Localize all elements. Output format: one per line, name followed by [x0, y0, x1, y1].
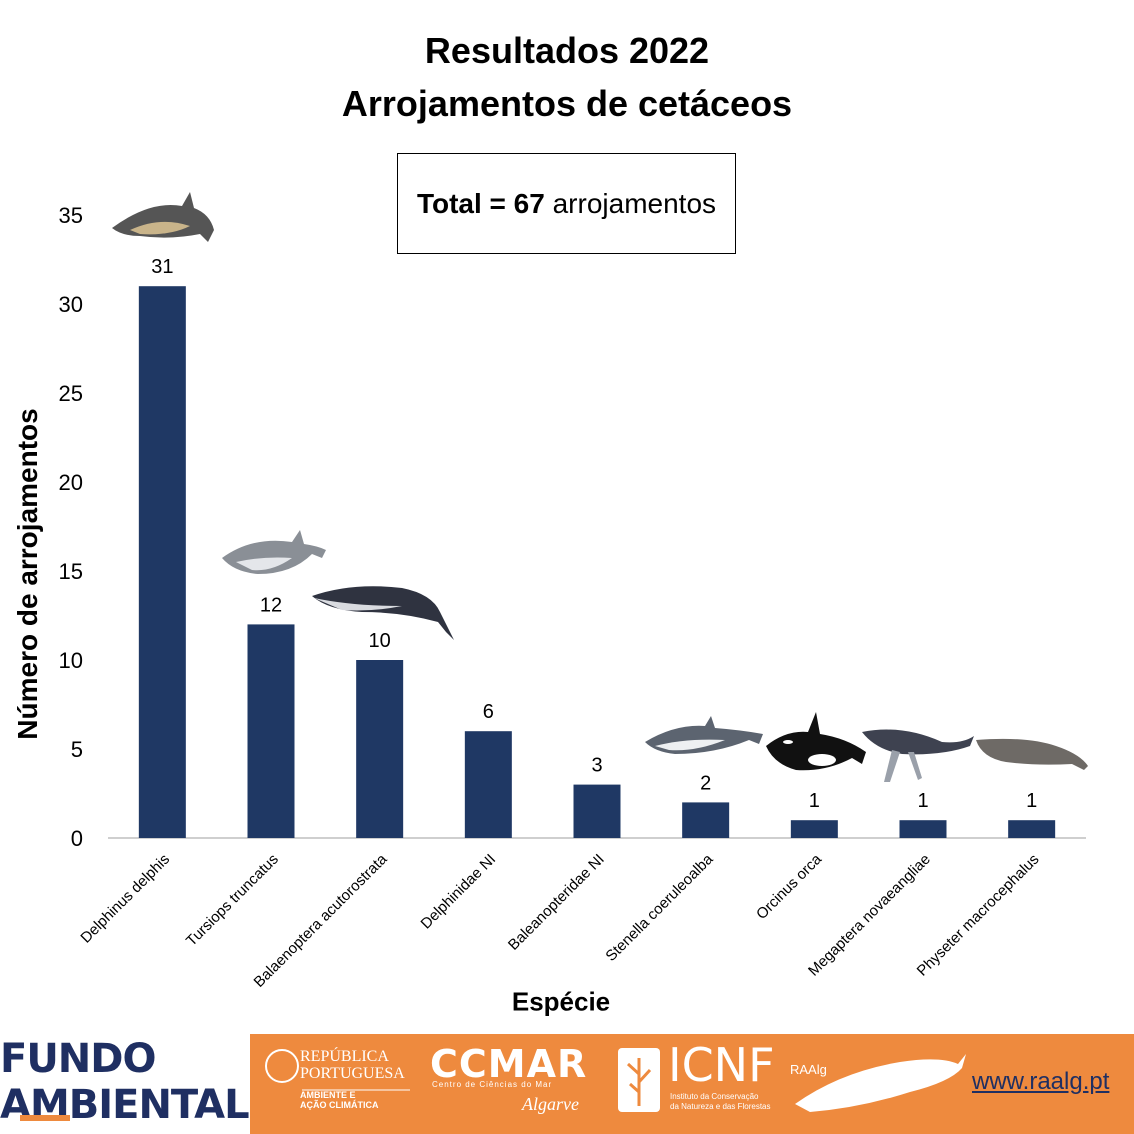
- data-label: 12: [260, 594, 282, 616]
- data-label: 3: [591, 755, 602, 777]
- species-illustrations: [112, 192, 1088, 782]
- ambiente-text: AMBIENTE E AÇÃO CLIMÁTICA: [300, 1090, 379, 1110]
- bar: [682, 802, 730, 838]
- bar: [356, 660, 404, 838]
- sponsor-footer-bar: [250, 1034, 1134, 1134]
- humpback-whale-icon: [862, 729, 974, 782]
- fundo-ambiental-accent: [20, 1115, 70, 1121]
- x-tick-label: Delphinidae NI: [418, 851, 500, 933]
- bottlenose-dolphin-icon: [222, 530, 326, 574]
- ccmar-logo-text: CCMAR: [430, 1042, 588, 1086]
- y-axis: 0 5 10 15 20 25 30 35: [59, 203, 1086, 851]
- y-tick-label: 10: [59, 648, 83, 673]
- bar: [1008, 820, 1056, 838]
- y-tick-label: 0: [71, 826, 83, 851]
- icnf-tree-branches: [626, 1058, 652, 1106]
- bar: [899, 820, 947, 838]
- bar: [573, 784, 621, 838]
- x-tick-label: Megaptera novaeangliae: [805, 851, 934, 980]
- data-label: 2: [700, 772, 711, 794]
- minke-whale-icon: [312, 586, 454, 640]
- raalg-logo-text: RAAlg: [790, 1062, 827, 1077]
- x-tick-label: Orcinus orca: [753, 850, 826, 923]
- y-tick-label: 30: [59, 292, 83, 317]
- total-annotation-text: arrojamentos: [544, 187, 717, 219]
- y-tick-label: 5: [71, 737, 83, 762]
- republica-portuguesa-text: REPÚBLICA PORTUGUESA: [300, 1048, 405, 1082]
- bar: [138, 286, 186, 838]
- x-tick-label: Tursiops truncatus: [183, 851, 282, 950]
- ambiente-line1: AMBIENTE E: [300, 1090, 356, 1100]
- data-label: 1: [1026, 790, 1037, 812]
- republica-line1: REPÚBLICA: [300, 1048, 389, 1065]
- fundo-ambiental-line2: AMBIENTAL: [0, 1082, 250, 1128]
- chart-title: Resultados 2022: [424, 30, 710, 71]
- sperm-whale-icon: [976, 738, 1088, 770]
- common-dolphin-icon: [112, 192, 214, 242]
- ccmar-subtitle: Centro de Ciências do Mar: [432, 1080, 553, 1089]
- bar: [464, 731, 512, 838]
- orca-icon: [766, 712, 866, 771]
- footer-graphics: [265, 1048, 966, 1112]
- icnf-sub-line2: da Natureza e das Florestas: [670, 1102, 771, 1111]
- bar: [790, 820, 838, 838]
- y-tick-label: 20: [59, 470, 83, 495]
- chart-subtitle: Arrojamentos de cetáceos: [341, 83, 793, 124]
- republica-line2: PORTUGUESA: [300, 1065, 405, 1082]
- fundo-ambiental-line2-wrap: AMBIENTAL: [0, 1082, 250, 1128]
- striped-dolphin-icon: [645, 716, 763, 754]
- bar: [247, 624, 295, 838]
- y-tick-label: 15: [59, 559, 83, 584]
- icnf-logo-text: ICNF: [668, 1038, 775, 1092]
- icnf-sub-line1: Instituto da Conservação: [670, 1092, 759, 1101]
- y-tick-label: 35: [59, 203, 83, 228]
- x-tick-label: Baleanopteridae NI: [505, 851, 608, 954]
- data-label: 31: [151, 256, 173, 278]
- x-tick-label: Physeter macrocephalus: [914, 851, 1043, 980]
- y-tick-label: 25: [59, 381, 83, 406]
- data-label: 10: [369, 630, 391, 652]
- raalg-whale-icon: [795, 1054, 966, 1112]
- ccmar-algarve: Algarve: [522, 1094, 579, 1114]
- fundo-ambiental-logo: FUNDO AMBIENTAL: [0, 1036, 250, 1134]
- x-tick-label: Stenella coeruleoalba: [602, 850, 717, 965]
- total-annotation-box: Total = 67 arrojamentos: [397, 153, 736, 254]
- fundo-ambiental-line1: FUNDO: [0, 1036, 157, 1082]
- total-annotation-bold: Total = 67: [416, 187, 545, 219]
- data-label: 6: [483, 701, 494, 723]
- data-label: 1: [809, 790, 820, 812]
- ambiente-line2: AÇÃO CLIMÁTICA: [300, 1100, 379, 1110]
- x-tick-label: Delphinus delphis: [77, 851, 173, 947]
- website-link[interactable]: www.raalg.pt: [972, 1068, 1110, 1095]
- data-label: 1: [917, 790, 928, 812]
- y-axis-title: Número de arrojamentos: [12, 408, 43, 740]
- x-axis-title: Espécie: [511, 986, 611, 1017]
- republica-emblem-icon: [265, 1049, 299, 1083]
- icnf-subtitle: Instituto da Conservação da Natureza e d…: [670, 1092, 771, 1112]
